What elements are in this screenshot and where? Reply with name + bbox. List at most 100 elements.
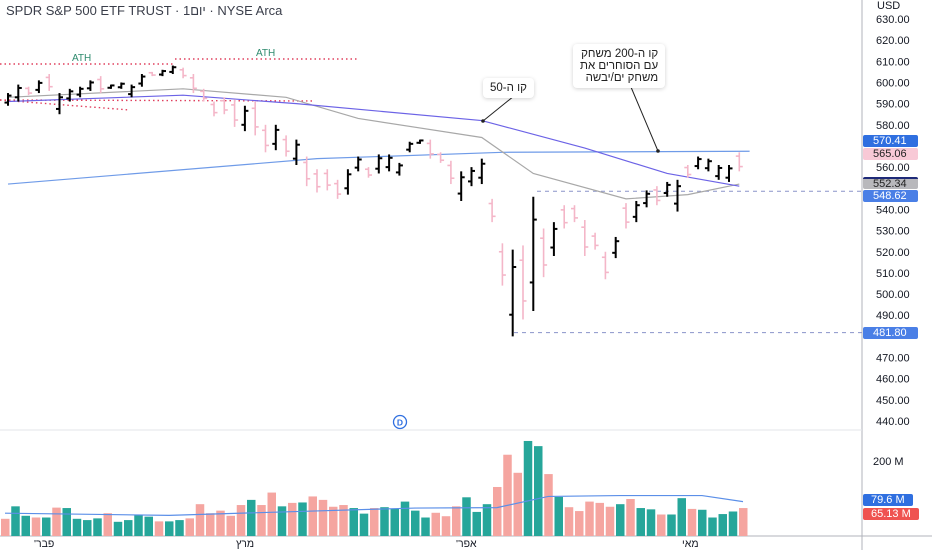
price-tick-label: 440.00 [876,416,910,428]
volume-bar [267,492,276,536]
volume-bar [411,510,420,536]
ma50-note[interactable]: קו ה-50 [483,78,534,98]
last-price-label: 565.06 [863,148,918,160]
volume-bar [339,505,348,536]
ma200-note-pointer [627,79,659,152]
price-tick-label: 540.00 [876,204,910,216]
ma200-price-label: 570.41 [863,135,918,147]
volume-bar [616,504,625,536]
ma50-note-anchor [481,119,485,123]
volume-bar [595,502,604,536]
month-label-may: מאי [682,538,699,550]
volume-bar [257,505,266,536]
volume-bar [185,518,194,536]
ma20-line [7,88,740,200]
volume-bar [585,501,594,536]
volume-bar [646,509,656,536]
month-label-mar: מרץ [236,538,255,550]
ma200-line [7,150,750,185]
ath-label-right: ATH [256,48,275,59]
price-tick-label: 470.00 [876,353,910,365]
month-label-feb: פבר' [34,538,55,550]
volume-bar [534,446,543,536]
volume-bar [277,506,287,536]
price-tick-label: 490.00 [876,310,910,322]
volume-bar [421,517,430,536]
support-line [0,99,316,102]
volume-bar [206,513,215,536]
volume-bar [216,510,225,536]
volume-bar [605,506,615,536]
volume-bar [318,499,328,536]
volume-bar [113,521,123,536]
volume-bar [31,517,41,536]
volume-bar [288,502,297,536]
volume-bar [667,514,676,536]
volume-bar [72,518,82,536]
volume-bar [236,505,246,536]
volume-bar [247,499,256,536]
volume-bar [626,499,635,536]
volume-bar [380,507,389,536]
volume-bar [544,474,553,536]
volume-bar [575,511,584,536]
dividend-marker[interactable] [392,414,408,430]
volume-bar [93,518,102,536]
price-tick-label: 500.00 [876,289,910,301]
volume-bar [452,506,461,536]
price-tick-label: 630.00 [876,14,910,26]
low-price-label: 481.80 [863,327,918,339]
volume-bar [390,508,399,536]
volume-bar [513,472,522,536]
volume-bar [728,511,738,536]
volume-bar [134,514,143,536]
volume-bar [21,515,30,536]
volume-bar [83,520,92,536]
volume-bar [308,496,317,536]
volume-bar [472,511,481,536]
volume-bar [349,508,358,536]
volume-bar [400,501,410,536]
volume-bar [165,521,174,536]
volume-bar [329,506,338,536]
volume-bar [441,516,451,536]
chart-title: SPDR S&P 500 ETF TRUST · 1יום · NYSE Arc… [6,3,283,18]
volume-bar [431,512,440,536]
volume-bar [103,513,112,536]
currency-label[interactable]: USD [877,0,901,12]
ma20-price-label: 552.34 [863,177,918,189]
volume-bar [1,518,10,536]
ma200-note-anchor [656,149,660,153]
volume-bar [718,514,727,536]
volume-bar [370,508,379,536]
dividend-marker-label: D [397,418,403,428]
price-tick-label: 450.00 [876,395,910,407]
volume-bar [687,508,697,536]
volume-bar [698,509,707,536]
price-tick-label: 560.00 [876,162,910,174]
volume-bar [554,496,563,536]
price-tick-label: 620.00 [876,35,910,47]
price-tick-label: 510.00 [876,268,910,280]
ma200-note[interactable]: קו ה-200 משחק עם הסוחרים את משחק ים/יבשה [573,44,666,88]
volume-tick-200m: 200 M [873,456,904,468]
volume-bar [657,514,666,536]
volume-bar [636,508,645,536]
volume-bar [195,504,205,536]
volume-bar [11,506,20,536]
price-tick-label: 580.00 [876,120,910,132]
volume-bar [523,440,533,536]
volume-bar [493,486,502,536]
volume-ma-label: 79.6 M [863,494,913,506]
trend-line [0,99,131,111]
volume-ma-line [4,494,744,516]
price-tick-label: 610.00 [876,56,910,68]
volume-bar [739,508,748,536]
volume-bar [503,454,512,536]
volume-bar [52,507,61,536]
volume-bar [359,513,369,536]
volume-bar [144,516,153,536]
volume-last-label: 65.13 M [863,508,919,520]
volume-bar [62,508,71,536]
